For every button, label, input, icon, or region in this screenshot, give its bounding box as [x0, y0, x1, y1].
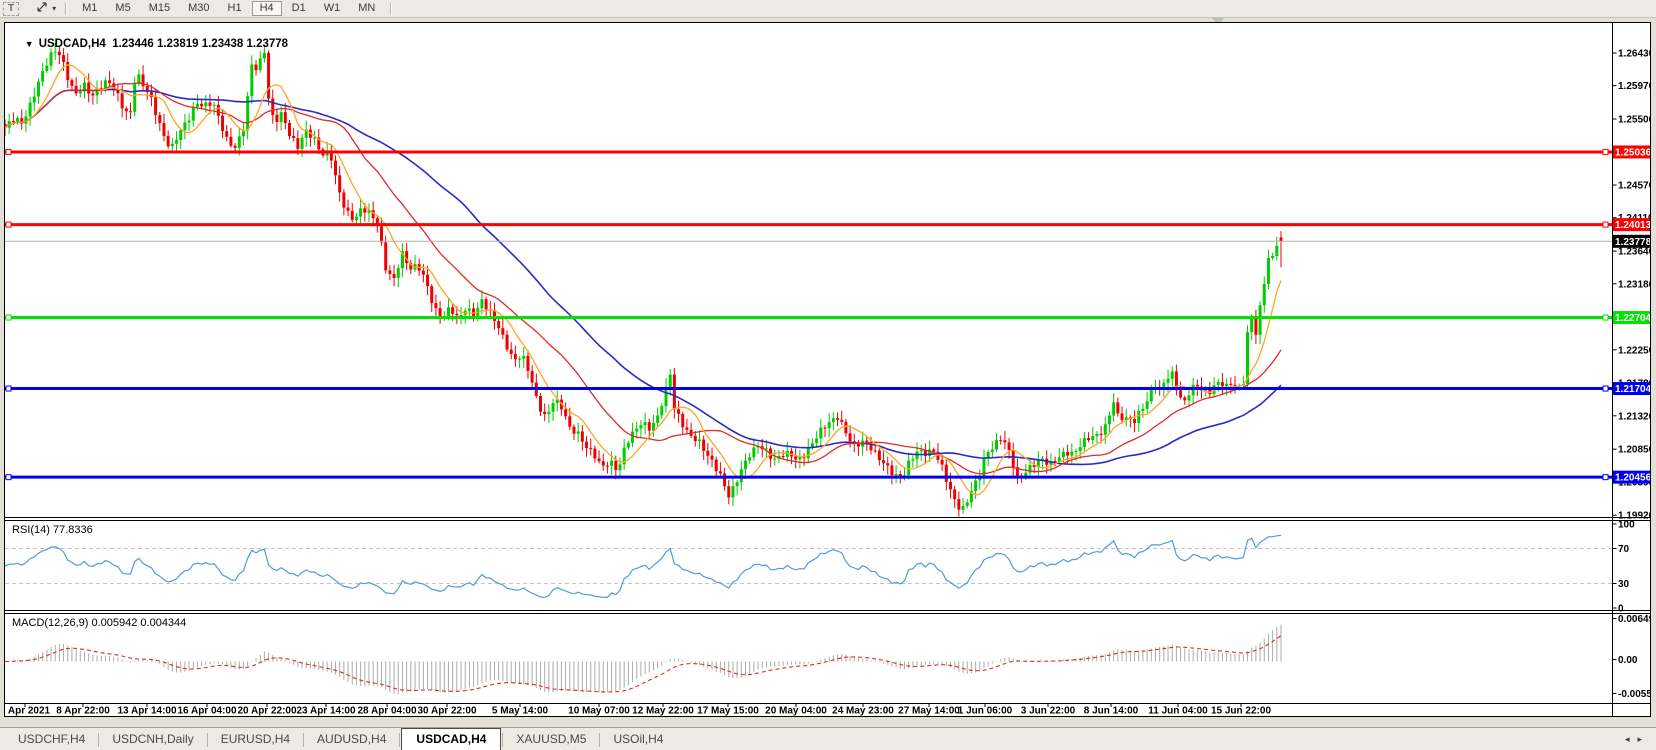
svg-text:10 May 07:00: 10 May 07:00	[568, 706, 630, 717]
timeframe-toolbar: T ▾ M1 M5 M15 M30 H1 H4 D1 W1 MN	[0, 0, 1656, 18]
svg-text:1.24013: 1.24013	[1615, 220, 1651, 231]
svg-text:28 Apr 04:00: 28 Apr 04:00	[357, 706, 417, 717]
svg-text:-0.005593: -0.005593	[1618, 689, 1651, 700]
tab-scroll-arrows: ◂▸	[1625, 734, 1650, 745]
svg-text:6 Apr 2021: 6 Apr 2021	[4, 706, 51, 717]
rsi-indicator-label: RSI(14) 77.8336	[12, 524, 93, 536]
chart-tab-eurusd[interactable]: EURUSD,H4	[220, 732, 291, 746]
svg-text:17 May 15:00: 17 May 15:00	[697, 706, 759, 717]
svg-text:1.25500: 1.25500	[1618, 115, 1651, 126]
timeframe-button-m30[interactable]: M30	[188, 2, 210, 14]
chart-tab-usdchf[interactable]: USDCHF,H4	[18, 732, 86, 746]
timeframe-button-d1[interactable]: D1	[291, 2, 306, 14]
chart-ohlc-values: 1.23446 1.23819 1.23438 1.23778	[112, 38, 289, 50]
price-chart[interactable]: 1.264301.259701.255001.245701.241101.236…	[4, 22, 1651, 717]
timeframe-button-m1[interactable]: M1	[82, 2, 98, 14]
timeframe-button-m5[interactable]: M5	[115, 2, 131, 14]
svg-text:1.25036: 1.25036	[1615, 147, 1651, 158]
time-axis[interactable]: 6 Apr 2021 8 Apr 22:00 13 Apr 14:00 16 Apr …	[4, 703, 1271, 717]
tab-scroll-left-icon[interactable]: ◂	[1624, 734, 1638, 744]
tab-separator	[98, 732, 100, 747]
svg-text:1.23778: 1.23778	[1615, 237, 1651, 248]
chart-title: ▼ USDCAD,H4 1.23446 1.23819 1.23438 1.237…	[12, 26, 288, 62]
svg-text:27 May 14:00: 27 May 14:00	[898, 706, 960, 717]
tab-separator	[502, 732, 504, 747]
collapse-arrow-icon[interactable]: ▼	[24, 39, 34, 49]
svg-text:1.25970: 1.25970	[1618, 81, 1651, 92]
svg-text:20 May 04:00: 20 May 04:00	[765, 706, 827, 717]
text-tool-button[interactable]: T	[3, 1, 20, 16]
svg-text:1.20456: 1.20456	[1615, 473, 1651, 484]
svg-text:11 Jun 04:00: 11 Jun 04:00	[1148, 706, 1208, 717]
svg-text:23 Apr 14:00: 23 Apr 14:00	[296, 706, 356, 717]
svg-text:30 Apr 22:00: 30 Apr 22:00	[417, 706, 477, 717]
chevron-down-icon: ▾	[52, 4, 57, 13]
svg-text:1.22250: 1.22250	[1618, 345, 1651, 356]
svg-text:1.20850: 1.20850	[1618, 445, 1651, 456]
svg-text:70: 70	[1618, 544, 1630, 555]
timeframe-button-h1[interactable]: H1	[227, 2, 242, 14]
chart-tabs: USDCHF,H4 USDCNH,Daily EURUSD,H4 AUDUSD,H4 U…	[6, 727, 675, 750]
svg-text:24 May 23:00: 24 May 23:00	[832, 706, 894, 717]
svg-text:1.23180: 1.23180	[1618, 279, 1651, 290]
svg-text:1 Jun 06:00: 1 Jun 06:00	[958, 706, 1013, 717]
svg-text:8 Apr 22:00: 8 Apr 22:00	[56, 706, 110, 717]
timeframe-button-h4[interactable]: H4	[251, 1, 282, 16]
svg-text:0.006491: 0.006491	[1618, 614, 1651, 625]
price-axis[interactable]: 1.264301.259701.255001.245701.241101.236…	[1612, 22, 1652, 717]
svg-text:15 Jun 22:00: 15 Jun 22:00	[1211, 706, 1271, 717]
rsi-panel[interactable]: 100 70 30 0	[5, 520, 1635, 615]
svg-text:8 Jun 14:00: 8 Jun 14:00	[1084, 706, 1139, 717]
svg-text:1.22704: 1.22704	[1615, 313, 1651, 324]
timeframe-button-m15[interactable]: M15	[148, 2, 171, 14]
tab-scroll-right-icon[interactable]: ▸	[1637, 734, 1650, 744]
chart-tab-usdcad[interactable]: USDCAD,H4	[401, 727, 502, 750]
macd-panel[interactable]: 0.006491 0.00 -0.005593	[5, 614, 1652, 700]
cursor-tool-button[interactable]: ▾	[33, 2, 59, 16]
svg-text:5 May 14:00: 5 May 14:00	[492, 706, 549, 717]
svg-text:1.24570: 1.24570	[1618, 181, 1651, 192]
svg-text:1.21320: 1.21320	[1618, 411, 1651, 422]
svg-text:30: 30	[1618, 579, 1630, 590]
tab-separator	[599, 732, 601, 747]
svg-text:1.19920: 1.19920	[1618, 511, 1651, 522]
svg-text:0.00: 0.00	[1618, 655, 1638, 666]
toolbar-separator	[65, 2, 68, 15]
chart-tab-xauusd[interactable]: XAUUSD,M5	[516, 732, 587, 746]
svg-text:16 Apr 04:00: 16 Apr 04:00	[177, 706, 237, 717]
svg-text:1.26430: 1.26430	[1618, 49, 1651, 60]
chart-tab-bar: USDCHF,H4 USDCNH,Daily EURUSD,H4 AUDUSD,H4 U…	[0, 727, 1656, 750]
tab-separator	[399, 732, 401, 747]
chart-tab-usdcnh[interactable]: USDCNH,Daily	[112, 732, 194, 746]
timeframe-buttons: M1 M5 M15 M30 H1 H4 D1 W1 MN	[73, 1, 384, 16]
svg-text:12 May 22:00: 12 May 22:00	[632, 706, 694, 717]
chart-tab-usoil[interactable]: USOil,H4	[613, 732, 664, 746]
timeframe-button-mn[interactable]: MN	[358, 2, 376, 14]
cursor-tool-icon	[36, 1, 49, 16]
toolbar-separator	[390, 2, 393, 15]
svg-text:20 Apr 22:00: 20 Apr 22:00	[237, 706, 297, 717]
svg-text:1.23640: 1.23640	[1618, 247, 1651, 258]
chart-symbol-label: USDCAD,H4	[38, 38, 106, 50]
svg-text:1.21704: 1.21704	[1615, 384, 1651, 395]
timeframe-button-w1[interactable]: W1	[323, 2, 341, 14]
svg-text:13 Apr 14:00: 13 Apr 14:00	[117, 706, 177, 717]
svg-text:100: 100	[1618, 520, 1635, 531]
svg-text:3 Jun 22:00: 3 Jun 22:00	[1021, 706, 1076, 717]
tab-separator	[206, 732, 208, 747]
chart-tab-audusd[interactable]: AUDUSD,H4	[317, 732, 387, 746]
macd-indicator-label: MACD(12,26,9) 0.005942 0.004344	[12, 617, 187, 629]
svg-text:0: 0	[1618, 604, 1624, 615]
tab-separator	[303, 732, 305, 747]
